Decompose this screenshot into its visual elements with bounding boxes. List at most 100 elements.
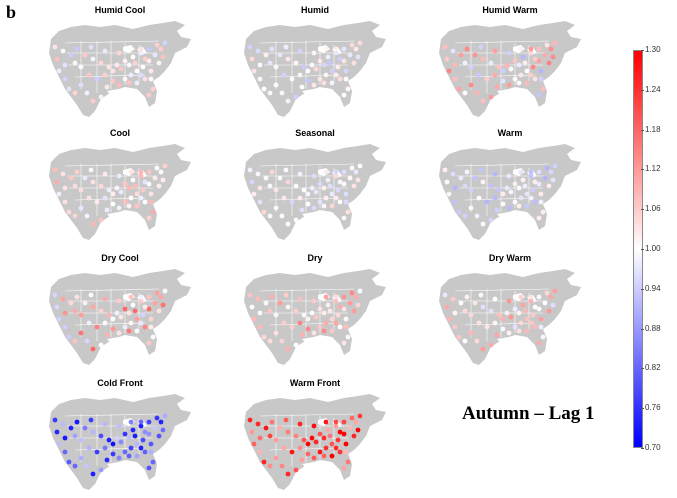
station-marker xyxy=(90,98,96,104)
station-marker xyxy=(311,423,317,429)
station-marker xyxy=(305,326,311,332)
station-marker xyxy=(462,90,468,96)
station-marker xyxy=(311,455,317,461)
station-marker xyxy=(263,175,269,181)
station-marker xyxy=(126,185,132,191)
station-marker xyxy=(341,46,347,52)
station-marker xyxy=(146,58,152,64)
station-marker xyxy=(311,173,317,179)
station-marker xyxy=(150,334,156,340)
map-canvas xyxy=(439,144,581,240)
station-marker xyxy=(140,312,146,318)
station-marker xyxy=(158,46,164,52)
station-marker xyxy=(247,417,253,423)
station-marker xyxy=(150,86,156,92)
station-marker xyxy=(88,417,94,423)
station-marker xyxy=(528,169,534,175)
station-marker xyxy=(74,169,80,175)
station-marker xyxy=(116,298,122,304)
station-marker xyxy=(538,191,544,197)
station-marker xyxy=(512,306,518,312)
station-marker xyxy=(82,52,88,58)
map-canvas xyxy=(244,21,386,117)
map-panel: Cool xyxy=(45,128,195,240)
station-marker xyxy=(452,185,458,191)
station-marker xyxy=(341,465,347,471)
station-marker xyxy=(538,76,544,82)
station-marker xyxy=(102,320,108,326)
station-marker xyxy=(56,441,62,447)
station-marker xyxy=(297,72,303,78)
station-marker xyxy=(530,187,536,193)
station-marker xyxy=(138,423,144,429)
station-marker xyxy=(301,312,307,318)
map-canvas xyxy=(49,21,191,117)
station-marker xyxy=(317,181,323,187)
station-marker xyxy=(128,320,134,326)
station-marker xyxy=(488,342,494,348)
station-marker xyxy=(520,177,526,183)
station-marker xyxy=(94,449,100,455)
station-marker xyxy=(148,441,154,447)
station-marker xyxy=(480,98,486,104)
station-marker xyxy=(267,60,273,66)
station-marker xyxy=(496,64,502,70)
station-marker xyxy=(251,316,257,322)
station-marker xyxy=(78,312,84,318)
station-marker xyxy=(341,181,347,187)
station-marker xyxy=(532,179,538,185)
colorbar-tick-label: 0.94 xyxy=(641,283,661,293)
station-marker xyxy=(84,90,90,96)
station-marker xyxy=(66,334,72,340)
station-marker xyxy=(337,449,343,455)
station-marker xyxy=(142,56,148,62)
state-border xyxy=(259,163,355,167)
map-panel-title: Warm Front xyxy=(289,378,341,388)
station-marker xyxy=(140,437,146,443)
station-marker xyxy=(86,195,92,201)
station-marker xyxy=(160,54,166,60)
station-marker xyxy=(110,191,116,197)
station-marker xyxy=(94,76,100,82)
station-marker xyxy=(468,187,474,193)
station-marker xyxy=(321,310,327,316)
station-marker xyxy=(349,290,355,296)
station-marker xyxy=(337,76,343,82)
station-marker xyxy=(128,169,134,175)
station-marker xyxy=(512,181,518,187)
station-marker xyxy=(516,62,522,68)
station-marker xyxy=(90,304,96,310)
station-marker xyxy=(500,68,506,74)
map-panel-title: Cool xyxy=(110,128,130,138)
station-marker xyxy=(293,342,299,348)
station-marker xyxy=(309,62,315,68)
station-marker xyxy=(128,419,134,425)
station-marker xyxy=(255,296,261,302)
station-marker xyxy=(452,62,458,68)
map-panel: Humid Cool xyxy=(45,5,195,117)
station-marker xyxy=(357,413,363,419)
station-marker xyxy=(82,425,88,431)
station-marker xyxy=(329,191,335,197)
station-marker xyxy=(138,72,144,78)
station-marker xyxy=(90,56,96,62)
station-marker xyxy=(540,209,546,215)
station-marker xyxy=(301,187,307,193)
station-marker xyxy=(247,44,253,50)
station-marker xyxy=(251,68,257,74)
station-marker xyxy=(452,199,458,205)
station-marker xyxy=(114,310,120,316)
station-marker xyxy=(62,185,68,191)
station-marker xyxy=(257,449,263,455)
station-marker xyxy=(299,84,305,90)
station-marker xyxy=(289,449,295,455)
station-marker xyxy=(130,177,136,183)
station-marker xyxy=(106,312,112,318)
station-marker xyxy=(504,185,510,191)
station-marker xyxy=(351,60,357,66)
map-panel: Warm Front xyxy=(240,378,390,490)
station-marker xyxy=(325,427,331,433)
station-marker xyxy=(257,199,263,205)
station-marker xyxy=(355,177,361,183)
station-marker xyxy=(317,306,323,312)
